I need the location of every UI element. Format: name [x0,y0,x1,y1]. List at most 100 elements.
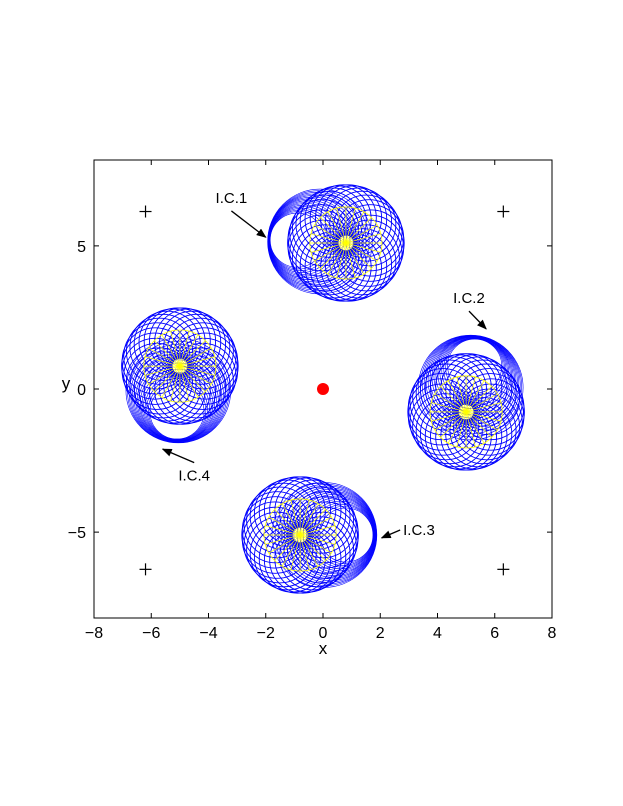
orbit-loop [309,234,377,302]
inner-ray [465,380,485,413]
orbit-loop [148,307,217,375]
orbit-loop [445,356,513,424]
inner-ray [299,509,326,536]
inner-ray [299,534,332,554]
orbit-loop [429,403,497,471]
orbit-loop [246,486,314,554]
inner-ray [179,365,199,398]
orbit-loop [320,185,388,253]
x-tick-label: −4 [199,625,217,642]
inner-ray [327,211,347,244]
annotation-label: I.C.2 [453,290,485,307]
orbit-loop [424,354,492,422]
orbit-loop [263,526,331,594]
orbit-loop [415,397,483,465]
inner-ray [465,393,498,413]
inner-ray [281,534,301,567]
inner-ray [299,534,326,561]
orbit-loop [295,228,363,296]
annotation-label: I.C.3 [403,522,435,539]
inner-ray [299,534,319,567]
inner-ray [314,224,347,244]
orbit-loop [453,363,521,431]
orbit-loop [440,354,508,422]
inner-ray [179,366,190,402]
inner-ray [345,242,372,269]
orbit-loop [407,373,475,441]
inner-ray [465,386,492,413]
inner-ray [345,208,356,244]
annotation-arrow [468,310,487,330]
inner-ray [466,402,502,413]
x-tick-label: 2 [376,625,385,642]
inner-ray [465,411,476,447]
inner-ray [345,242,381,253]
inner-ray [179,331,190,367]
annotation: I.C.2 [453,290,487,330]
inner-ray [299,500,310,536]
inner-ring [143,329,217,403]
orbit-loop [337,204,405,272]
orbit-loop [283,482,351,550]
orbit-loop [269,476,337,544]
inner-ray [274,509,301,536]
orbit-loop [457,373,525,441]
inner-ray [170,366,181,402]
inner-ray [345,211,365,244]
orbit-cluster [407,334,525,471]
inner-ray [154,365,181,392]
inner-ray [345,233,381,244]
annotation: I.C.1 [216,190,267,238]
inner-ring [309,206,383,280]
inner-ray [154,340,181,367]
inner-ray [290,534,301,570]
x-tick-label: −6 [142,625,160,642]
inner-ray [170,331,181,367]
y-tick-label: 0 [77,382,86,399]
inner-ray [314,242,347,262]
orbit-loop [258,477,326,545]
inner-ray [179,365,206,392]
annotation-label: I.C.4 [178,468,210,485]
orbit-loop [412,363,480,431]
inner-ray [274,534,301,561]
inner-ray [265,534,301,545]
inner-ray [179,365,212,385]
inner-ray [161,365,181,398]
inner-ray [299,534,310,570]
plus-marker [139,563,152,576]
inner-ray [465,411,492,438]
annotation-label: I.C.1 [216,190,248,207]
annotation-arrow [161,448,195,464]
orbit-loop [158,310,227,378]
inner-ray [148,365,181,385]
inner-ray [345,242,365,275]
orbit-loop [291,194,359,262]
orbit-loop [315,184,383,252]
inner-ray [310,242,346,253]
markers-layer [139,205,510,576]
orbit-loop [129,351,197,419]
inner-ray [456,411,467,447]
orbit-loop [138,308,206,376]
inner-ray [281,503,301,536]
inner-ray [179,340,206,367]
plus-marker [497,205,510,218]
orbit-loop [125,337,232,444]
x-tick-label: 0 [319,625,328,642]
inner-ray [440,386,467,413]
orbit-loop [125,317,193,385]
orbit-loop [166,317,234,385]
inner-ray [144,356,180,367]
x-tick-label: 8 [548,625,557,642]
inner-ray [336,242,347,278]
annotation-arrow [380,529,401,539]
inner-ray [456,376,467,412]
inner-ray [465,411,485,444]
inner-ray [148,347,181,367]
orbit-loop [287,486,355,554]
inner-ray [320,217,347,244]
inner-ray [179,365,215,376]
inner-ray [310,233,346,244]
